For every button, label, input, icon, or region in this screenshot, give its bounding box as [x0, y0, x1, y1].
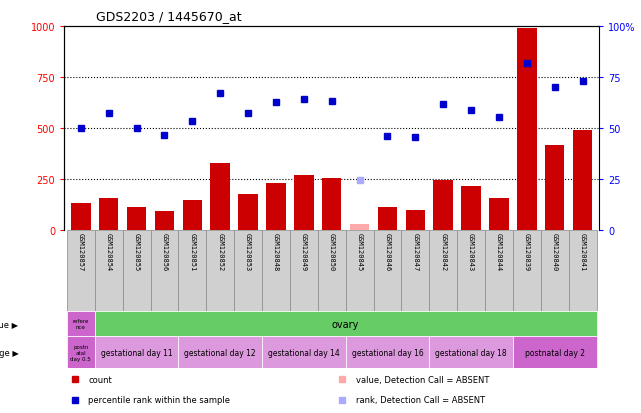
- Bar: [322, 178, 342, 230]
- Text: GSM120851: GSM120851: [189, 233, 196, 271]
- Bar: [429, 230, 457, 312]
- Text: GSM120854: GSM120854: [106, 233, 112, 271]
- Bar: [489, 199, 509, 230]
- Bar: [485, 230, 513, 312]
- Text: gestational day 18: gestational day 18: [435, 348, 507, 357]
- Bar: [462, 187, 481, 230]
- Text: GDS2203 / 1445670_at: GDS2203 / 1445670_at: [96, 10, 242, 23]
- Bar: [541, 230, 569, 312]
- Text: GSM120855: GSM120855: [133, 233, 140, 271]
- Text: ovary: ovary: [332, 319, 360, 329]
- Bar: [238, 195, 258, 230]
- Text: GSM120844: GSM120844: [496, 233, 502, 271]
- Bar: [374, 230, 401, 312]
- Text: GSM120843: GSM120843: [468, 233, 474, 271]
- Text: GSM120849: GSM120849: [301, 233, 307, 271]
- Text: percentile rank within the sample: percentile rank within the sample: [88, 395, 230, 404]
- Text: GSM120848: GSM120848: [273, 233, 279, 271]
- Text: tissue ▶: tissue ▶: [0, 320, 19, 329]
- Text: GSM120845: GSM120845: [356, 233, 363, 271]
- Bar: [569, 230, 597, 312]
- Text: GSM120850: GSM120850: [329, 233, 335, 271]
- Bar: [234, 230, 262, 312]
- Bar: [127, 208, 146, 230]
- Text: GSM120842: GSM120842: [440, 233, 446, 271]
- Bar: [345, 337, 429, 368]
- Bar: [318, 230, 345, 312]
- Bar: [433, 180, 453, 230]
- Text: GSM120852: GSM120852: [217, 233, 223, 271]
- Bar: [457, 230, 485, 312]
- Bar: [95, 230, 122, 312]
- Bar: [99, 199, 119, 230]
- Bar: [406, 211, 425, 230]
- Bar: [151, 230, 178, 312]
- Text: GSM120841: GSM120841: [579, 233, 586, 271]
- Text: value, Detection Call = ABSENT: value, Detection Call = ABSENT: [356, 375, 489, 384]
- Bar: [178, 337, 262, 368]
- Text: gestational day 16: gestational day 16: [352, 348, 423, 357]
- Text: age ▶: age ▶: [0, 348, 19, 357]
- Bar: [67, 230, 95, 312]
- Text: count: count: [88, 375, 112, 384]
- Bar: [95, 337, 178, 368]
- Text: GSM120853: GSM120853: [245, 233, 251, 271]
- Bar: [206, 230, 234, 312]
- Bar: [71, 204, 90, 230]
- Bar: [401, 230, 429, 312]
- Text: gestational day 12: gestational day 12: [185, 348, 256, 357]
- Bar: [67, 312, 95, 337]
- Text: rank, Detection Call = ABSENT: rank, Detection Call = ABSENT: [356, 395, 485, 404]
- Bar: [262, 337, 345, 368]
- Bar: [122, 230, 151, 312]
- Bar: [545, 146, 565, 230]
- Text: GSM120847: GSM120847: [412, 233, 419, 271]
- Text: gestational day 14: gestational day 14: [268, 348, 340, 357]
- Bar: [345, 230, 374, 312]
- Bar: [210, 163, 230, 230]
- Bar: [154, 212, 174, 230]
- Bar: [513, 230, 541, 312]
- Bar: [183, 201, 202, 230]
- Text: GSM120839: GSM120839: [524, 233, 530, 271]
- Bar: [350, 224, 369, 230]
- Bar: [517, 29, 537, 230]
- Bar: [67, 337, 95, 368]
- Text: postnatal day 2: postnatal day 2: [525, 348, 585, 357]
- Text: refere
nce: refere nce: [72, 319, 89, 330]
- Bar: [573, 131, 592, 230]
- Text: GSM120856: GSM120856: [162, 233, 167, 271]
- Bar: [294, 176, 313, 230]
- Text: postn
atal
day 0.5: postn atal day 0.5: [71, 344, 91, 361]
- Text: GSM120840: GSM120840: [552, 233, 558, 271]
- Bar: [266, 183, 286, 230]
- Bar: [429, 337, 513, 368]
- Bar: [378, 208, 397, 230]
- Text: gestational day 11: gestational day 11: [101, 348, 172, 357]
- Bar: [290, 230, 318, 312]
- Bar: [513, 337, 597, 368]
- Text: GSM120846: GSM120846: [385, 233, 390, 271]
- Text: GSM120857: GSM120857: [78, 233, 84, 271]
- Bar: [178, 230, 206, 312]
- Bar: [262, 230, 290, 312]
